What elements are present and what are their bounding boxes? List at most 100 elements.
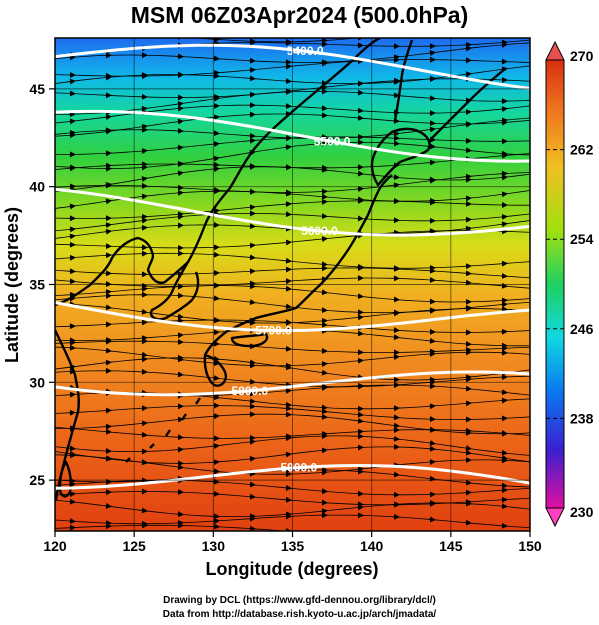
wind-arrow xyxy=(248,493,256,500)
wind-arrow xyxy=(104,304,112,311)
wind-arrow xyxy=(176,446,184,453)
contour-label: 5700.0 xyxy=(255,324,292,338)
wind-arrow xyxy=(356,357,364,364)
wind-arrow xyxy=(68,118,76,125)
wind-arrow xyxy=(356,314,364,321)
wind-arrow xyxy=(140,105,148,112)
wind-arrow xyxy=(212,374,220,381)
wind-arrow xyxy=(500,117,508,124)
wind-arrow xyxy=(212,165,220,172)
wind-arrow xyxy=(212,114,220,121)
wind-arrow xyxy=(429,28,435,29)
wind-arrow xyxy=(284,285,292,292)
x-axis-title: Longitude (degrees) xyxy=(205,559,378,579)
wind-arrow xyxy=(392,435,400,442)
wind-arrow xyxy=(356,114,364,121)
chart-title: MSM 06Z03Apr2024 (500.0hPa) xyxy=(130,2,469,28)
wind-arrow xyxy=(464,449,472,456)
wind-arrow xyxy=(464,385,472,392)
wind-arrow xyxy=(68,203,76,210)
colorbar-tick-label: 270 xyxy=(570,48,594,64)
grid-lines xyxy=(55,38,530,531)
wind-arrow xyxy=(176,371,184,378)
x-tick-label: 120 xyxy=(43,538,67,554)
wind-arrow xyxy=(248,398,256,405)
colorbar-tick-label: 254 xyxy=(570,231,594,247)
wind-arrow xyxy=(356,411,364,418)
wind-arrow xyxy=(104,114,112,121)
wind-arrow xyxy=(500,503,508,510)
wind-arrow xyxy=(176,105,184,112)
wind-arrow xyxy=(104,289,112,295)
y-tick-label: 35 xyxy=(29,277,45,293)
wind-arrow xyxy=(464,479,472,486)
x-tick-label: 125 xyxy=(122,538,146,554)
wind-arrow xyxy=(140,507,148,514)
wind-arrow xyxy=(464,71,472,78)
wind-arrow xyxy=(500,221,508,228)
wind-arrow xyxy=(140,176,148,183)
wind-arrow xyxy=(320,166,328,173)
wind-arrow xyxy=(465,24,471,25)
wind-arrow xyxy=(500,152,508,159)
wind-arrow xyxy=(176,213,184,220)
wind-arrow xyxy=(284,257,292,264)
wind-arrow xyxy=(212,468,220,475)
wind-arrow xyxy=(392,334,400,341)
wind-arrow xyxy=(428,177,436,184)
colorbar-tick-label: 230 xyxy=(570,504,594,520)
wind-arrow xyxy=(104,428,112,435)
x-tick-label: 150 xyxy=(518,538,542,554)
y-tick-label: 45 xyxy=(29,81,45,97)
wind-arrow xyxy=(248,299,256,306)
wind-arrow xyxy=(140,459,148,466)
wind-arrow xyxy=(104,359,112,366)
colorbar-tick-label: 238 xyxy=(570,410,594,426)
wind-arrow xyxy=(212,95,220,102)
wind-arrow xyxy=(428,516,436,523)
wind-arrow xyxy=(392,130,400,137)
wind-arrow xyxy=(464,400,472,407)
wind-arrow xyxy=(176,332,184,339)
wind-arrow xyxy=(212,155,220,162)
wind-arrow xyxy=(428,159,436,166)
wind-arrow xyxy=(176,464,184,471)
x-tick-label: 145 xyxy=(439,538,463,554)
wind-arrow xyxy=(140,193,148,200)
wind-arrow xyxy=(140,217,148,224)
wind-arrow xyxy=(392,422,400,429)
credit-data: Data from http://database.rish.kyoto-u.a… xyxy=(162,609,437,620)
wind-arrow xyxy=(320,508,328,515)
y-tick-label: 30 xyxy=(29,374,45,390)
wind-arrow xyxy=(428,126,436,133)
map-plot-area: 5400.0 5500.0 5600.0 5700.0 5800.0 5900.0 xyxy=(54,24,531,532)
wind-arrow xyxy=(284,484,292,491)
wind-arrow xyxy=(212,207,220,214)
wind-arrow xyxy=(500,191,508,198)
wind-arrow xyxy=(104,455,112,462)
wind-arrow xyxy=(176,118,184,125)
wind-arrow xyxy=(320,408,328,415)
wind-arrow xyxy=(212,443,220,450)
wind-arrow xyxy=(464,173,472,180)
wind-arrow xyxy=(392,182,400,189)
y-axis-title: Latitude (degrees) xyxy=(2,207,22,363)
credit-drawing: Drawing by DCL (https://www.gfd-dennou.o… xyxy=(163,595,436,606)
wind-arrow xyxy=(393,33,399,34)
wind-arrow xyxy=(320,236,328,243)
wind-arrow xyxy=(68,278,76,285)
wind-arrow xyxy=(176,144,184,151)
wind-arrow xyxy=(284,144,292,151)
y-tick-label: 25 xyxy=(29,472,45,488)
contour-label: 5500.0 xyxy=(314,134,351,148)
contour-label: 5400.0 xyxy=(287,44,324,58)
colorbar: 270 262 254 246 238 230 xyxy=(545,40,594,528)
x-tick-label: 130 xyxy=(202,538,226,554)
wind-arrow xyxy=(104,74,112,81)
wind-arrow xyxy=(176,101,184,108)
wind-arrow xyxy=(428,337,436,344)
wind-arrow xyxy=(320,413,328,420)
x-tick-label: 140 xyxy=(360,538,384,554)
wind-arrow xyxy=(212,141,220,148)
